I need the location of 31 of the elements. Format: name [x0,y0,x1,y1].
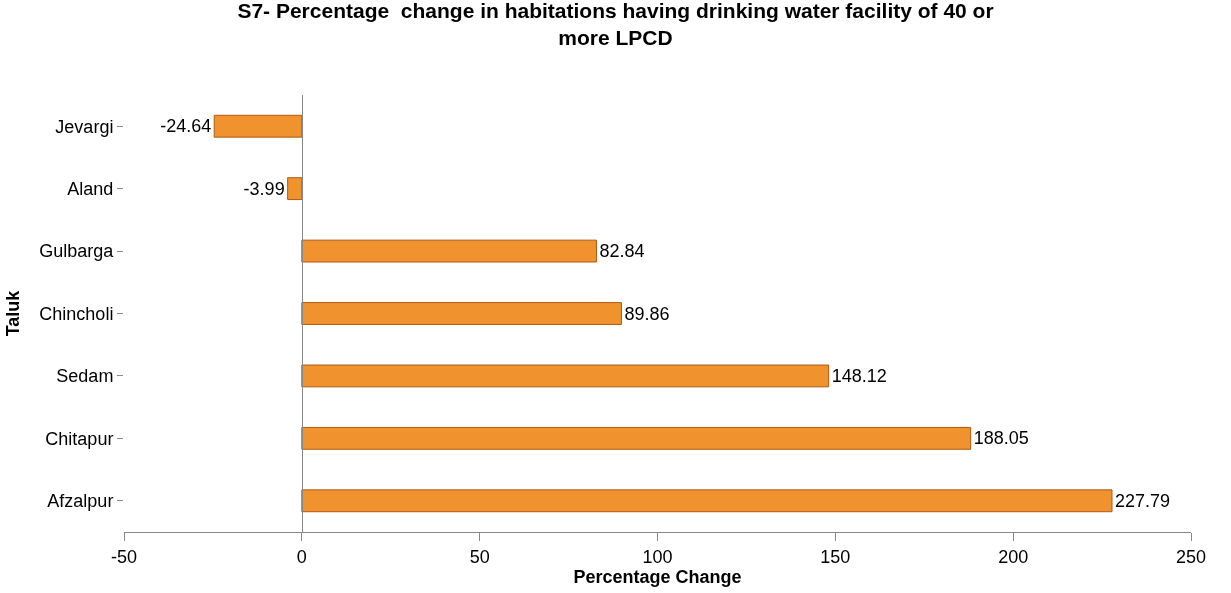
data-label: 227.79 [1115,490,1171,511]
data-label: 188.05 [973,428,1029,449]
x-tick-label: 150 [820,546,851,567]
y-tick-label: Chitapur [45,428,114,449]
y-tick-label: Sedam [56,366,114,387]
x-tick-label: 0 [296,546,307,567]
y-axis-title: Taluk [2,289,23,337]
x-axis-title: Percentage Change [573,566,742,587]
data-label: -3.99 [243,178,285,199]
bar [301,426,972,450]
x-tick-label: 200 [998,546,1029,567]
bar [287,177,303,201]
y-tick-label: Chincholi [39,303,114,324]
bar [301,239,597,263]
y-tick-label: Jevargi [55,116,114,137]
x-tick-label: 50 [469,546,490,567]
x-tick-label: 250 [1175,546,1207,567]
x-tick-label: 100 [642,546,673,567]
bar [301,489,1113,513]
y-tick-label: Aland [67,178,114,199]
bar [213,114,303,138]
y-tick-label: Gulbarga [39,241,115,262]
data-label: 82.84 [599,241,645,262]
data-label: -24.64 [160,116,212,137]
x-tick-label: -50 [110,546,138,567]
y-tick-label: Afzalpur [47,491,114,512]
data-label: 89.86 [624,303,670,324]
data-label: 148.12 [831,365,887,386]
chart-title: S7- Percentage change in habitations having drinking water facility of 40 or more LPCD [237,0,994,50]
bar [301,364,830,388]
bar [301,302,622,325]
